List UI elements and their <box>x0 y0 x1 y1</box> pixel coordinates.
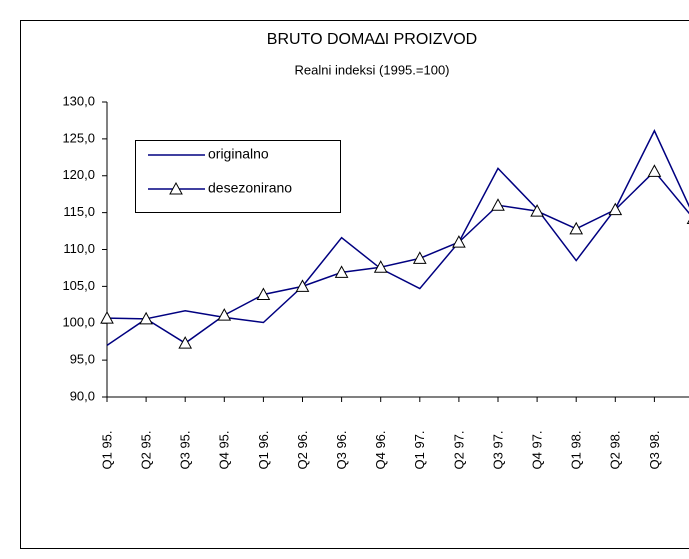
legend-label: desezonirano <box>208 180 292 196</box>
series-line <box>106 129 689 346</box>
x-tick-label: Q1 98. <box>569 430 584 469</box>
x-tick-label: Q3 98. <box>647 430 662 469</box>
marker <box>608 202 623 216</box>
x-tick-label: Q2 98. <box>608 430 623 469</box>
legend-marker <box>169 181 183 195</box>
x-tick-label: Q2 95. <box>139 430 154 469</box>
x-tick-label: Q1 96. <box>256 430 271 469</box>
marker <box>256 287 271 300</box>
chart-frame <box>20 20 689 549</box>
marker <box>647 164 662 177</box>
marker <box>178 336 193 349</box>
marker <box>569 221 584 235</box>
series-line <box>106 170 689 345</box>
x-tick-label: Q1 95. <box>99 430 114 469</box>
y-tick-label: 120,0 <box>62 167 95 182</box>
marker <box>491 198 505 211</box>
x-tick-label: Q3 95. <box>178 430 193 469</box>
x-tick-label: Q3 96. <box>334 430 349 469</box>
y-tick-label: 125,0 <box>62 130 95 145</box>
x-tick-label: Q2 97. <box>451 430 466 469</box>
marker <box>217 308 232 321</box>
x-tick-label: Q4 98. <box>686 430 689 469</box>
chart-title: BRUTO DOMA∆I PROIZVOD <box>267 31 477 48</box>
y-tick-label: 130,0 <box>62 93 95 108</box>
marker <box>100 311 114 324</box>
marker <box>412 251 427 264</box>
x-tick-label: Q4 95. <box>217 430 232 469</box>
legend-box <box>135 140 341 213</box>
y-tick-label: 90,0 <box>70 388 95 403</box>
y-tick-label: 100,0 <box>62 315 95 330</box>
marker <box>139 311 153 325</box>
marker <box>334 265 349 278</box>
x-tick-label: Q4 97. <box>530 430 545 469</box>
legend-label: originalno <box>208 146 269 162</box>
y-tick-label: 115,0 <box>63 204 95 219</box>
marker <box>295 279 310 292</box>
chart-subtitle: Realni indeksi (1995.=100) <box>294 62 449 77</box>
y-tick-label: 110,0 <box>63 241 95 256</box>
x-tick-label: Q4 96. <box>373 430 388 469</box>
marker <box>452 235 466 248</box>
marker <box>373 260 388 273</box>
x-tick-label: Q1 97. <box>412 430 427 469</box>
y-tick-label: 105,0 <box>62 278 95 293</box>
x-tick-label: Q2 96. <box>295 430 310 469</box>
y-tick-label: 95,0 <box>70 352 95 367</box>
legend: originalno desezonirano <box>135 140 341 213</box>
marker <box>530 204 544 217</box>
x-tick-label: Q3 97. <box>490 430 505 469</box>
